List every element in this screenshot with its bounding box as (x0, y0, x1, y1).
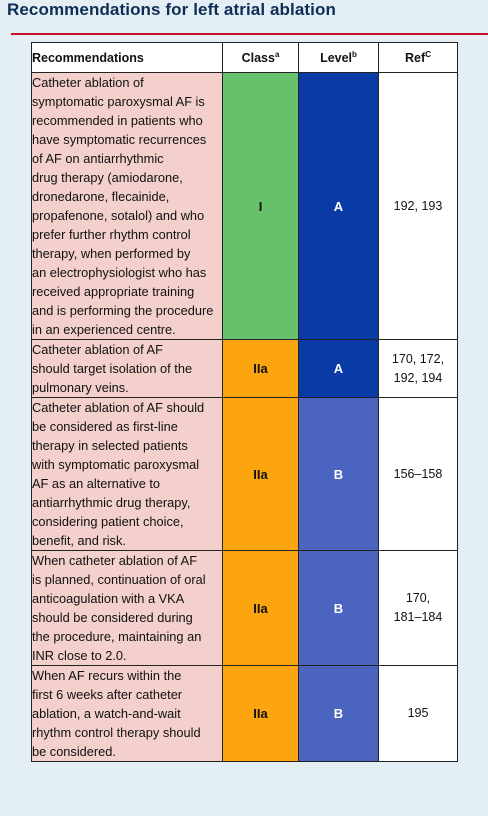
ref-line: 195 (407, 706, 429, 720)
level-cell: B (298, 550, 379, 666)
level-cell: B (298, 397, 379, 551)
recommendation-line: Catheter ablation of (32, 75, 144, 90)
header-class: Classa (222, 42, 299, 73)
recommendation-line: benefit, and risk. (32, 533, 126, 548)
recommendation-text: Catheter ablation of AF should be conside… (31, 397, 223, 551)
recommendation-line: of AF on antiarrhythmic (32, 151, 164, 166)
recommendation-line: be considered. (32, 744, 116, 759)
ref-cell: 170, 181–184 (378, 550, 458, 666)
ref-cell: 156–158 (378, 397, 458, 551)
recommendation-line: AF as an alternative to (32, 476, 161, 491)
recommendation-line: be considered as first-line (32, 419, 178, 434)
recommendation-line: should be considered during (32, 610, 193, 625)
recommendation-line: rhythm control therapy should (32, 725, 201, 740)
recommendation-line: received appropriate training (32, 284, 195, 299)
ref-cell: 195 (378, 665, 458, 762)
recommendation-line: antiarrhythmic drug therapy, (32, 495, 191, 510)
recommendation-text: When AF recurs within the first 6 weeks a… (31, 665, 223, 762)
recommendation-line: in an experienced centre. (32, 322, 176, 337)
recommendation-line: dronedarone, flecainide, (32, 189, 170, 204)
recommendation-line: symptomatic paroxysmal AF is (32, 94, 205, 109)
recommendation-line: anticoagulation with a VKA (32, 591, 185, 606)
ref-line: 156–158 (393, 466, 443, 481)
recommendation-line: When catheter ablation of AF (32, 553, 198, 568)
table-row: Catheter ablation of AF should target iso… (31, 339, 458, 398)
recommendation-line: drug therapy (amiodarone, (32, 170, 183, 185)
class-cell: IIa (222, 339, 299, 398)
recommendation-line: INR close to 2.0. (32, 648, 127, 663)
header-level: Levelb (298, 42, 379, 73)
recommendation-line: an electrophysiologist who has (32, 265, 207, 280)
recommendation-text: Catheter ablation of AF should target iso… (31, 339, 223, 398)
table-row: When AF recurs within the first 6 weeks a… (31, 665, 458, 762)
recommendation-line: considering patient choice, (32, 514, 184, 529)
level-cell: A (298, 72, 379, 340)
table-row: When catheter ablation of AF is planned, … (31, 550, 458, 666)
table-header-row: Recommendations Classa Levelb RefC (31, 42, 458, 73)
table-row: Catheter ablation of symptomatic paroxysm… (31, 72, 458, 340)
class-cell: IIa (222, 550, 299, 666)
recommendation-line: propafenone, sotalol) and who (32, 208, 205, 223)
recommendation-text: Catheter ablation of symptomatic paroxysm… (31, 72, 223, 340)
recommendation-line: is planned, continuation of oral (32, 572, 206, 587)
header-ref: RefC (378, 42, 458, 73)
recommendation-line: therapy, when performed by (32, 246, 191, 261)
level-cell: B (298, 665, 379, 762)
recommendation-line: pulmonary veins. (32, 380, 129, 395)
header-class-footnote: a (274, 49, 280, 59)
ref-line: 170, 172, (391, 351, 445, 366)
recommendation-line: should target isolation of the (32, 361, 193, 376)
header-ref-footnote: C (425, 49, 431, 59)
recommendation-line: and is performing the procedure (32, 303, 214, 318)
recommendation-line: Catheter ablation of AF (32, 342, 163, 357)
recommendation-line: have symptomatic recurrences (32, 132, 207, 147)
class-cell: I (222, 72, 299, 340)
ref-line: 192, 193 (393, 198, 443, 213)
recommendation-line: recommended in patients who (32, 113, 203, 128)
ref-line: 192, 194 (393, 370, 443, 385)
page-title: Recommendations for left atrial ablation (7, 0, 336, 19)
table-row: Catheter ablation of AF should be conside… (31, 397, 458, 551)
recommendation-line: first 6 weeks after catheter (32, 687, 183, 702)
recommendation-line: therapy in selected patients (32, 438, 188, 453)
recommendation-line: the procedure, maintaining an (32, 629, 202, 644)
class-cell: IIa (222, 397, 299, 551)
recommendation-line: ablation, a watch-and-wait (32, 706, 181, 721)
recommendation-line: When AF recurs within the (32, 668, 182, 683)
header-recommendations: Recommendations (31, 42, 223, 73)
recommendation-line: Catheter ablation of AF should (32, 400, 205, 415)
ref-cell: 170, 172, 192, 194 (378, 339, 458, 398)
recommendation-text: When catheter ablation of AF is planned, … (31, 550, 223, 666)
class-cell: IIa (222, 665, 299, 762)
title-divider (11, 33, 488, 35)
recommendations-table: Recommendations Classa Levelb RefC Cathe… (31, 42, 458, 762)
ref-cell: 192, 193 (378, 72, 458, 340)
header-level-footnote: b (352, 49, 357, 59)
ref-line: 170, (405, 591, 431, 605)
ref-line: 181–184 (393, 610, 443, 624)
recommendation-line: prefer further rhythm control (32, 227, 191, 242)
recommendation-line: with symptomatic paroxysmal (32, 457, 200, 472)
level-cell: A (298, 339, 379, 398)
